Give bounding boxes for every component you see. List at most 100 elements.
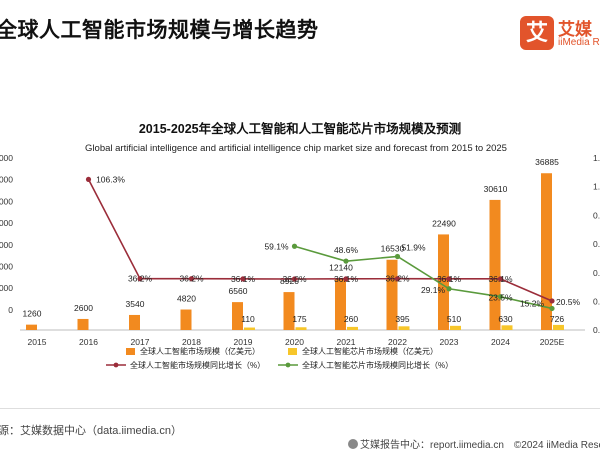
page-title: 全球人工智能市场规模与增长趋势 <box>0 19 319 42</box>
chip-market-bar-label: 175 <box>292 314 306 324</box>
chip-growth-label: 23.5% <box>488 293 513 303</box>
ai-growth-point <box>137 276 143 282</box>
ai-market-bar-label: 16530 <box>381 244 405 254</box>
x-tick-label: 2022 <box>388 337 407 347</box>
market-chart: 2015-2025年全球人工智能和人工智能芯片市场规模及预测 Global ar… <box>0 121 600 370</box>
footer: 源：艾媒数据中心（data.iimedia.cn） 艾媒报告中心：report.… <box>0 408 600 451</box>
chip-market-bar <box>398 326 410 330</box>
y-left-tick-label: 0 <box>8 305 13 315</box>
ai-market-bar-label: 8920 <box>280 276 299 286</box>
ai-market-bar-label: 1260 <box>23 309 42 319</box>
ai-growth-label: 36.2% <box>179 274 204 284</box>
chip-market-bar-label: 510 <box>447 314 461 324</box>
ai-market-bar-label: 22490 <box>432 218 456 228</box>
chip-market-bar-label: 395 <box>395 314 409 324</box>
ai-market-bar <box>335 278 346 330</box>
ai-market-bar-label: 36885 <box>535 157 559 167</box>
y-right-tick-label: 0. <box>593 239 600 249</box>
logo-mark: 艾 <box>520 16 554 50</box>
ai-growth-label: 36.1% <box>437 274 462 284</box>
y-right-tick-label: 1. <box>593 153 600 163</box>
chip-market-bar <box>553 324 564 330</box>
ai-growth-point <box>240 276 246 282</box>
y-left-tick-label: 000 <box>0 218 13 228</box>
chip-growth-point <box>343 258 349 264</box>
chip-market-bar-label: 630 <box>498 314 512 324</box>
chip-market-bar <box>501 325 513 330</box>
ai-market-bar-label: 30610 <box>484 184 508 194</box>
ai-growth-label: 36.2% <box>385 274 410 284</box>
chip-growth-line <box>294 245 553 310</box>
logo-text-cn: 艾媒 <box>558 20 592 39</box>
ai-market-bar <box>283 292 295 330</box>
x-tick-label: 2017 <box>131 337 150 347</box>
ai-growth-label: 36.2% <box>128 274 153 284</box>
legend-swatch-dot <box>285 362 291 368</box>
ai-growth-point <box>549 298 555 304</box>
x-tick-label: 2015 <box>28 337 47 347</box>
chip-market-bar-label: 260 <box>344 314 358 324</box>
chip-market-bar <box>347 326 358 330</box>
y-left-tick-label: 000 <box>0 262 13 272</box>
legend-swatch-dot <box>113 362 119 368</box>
ai-growth-point <box>446 276 452 282</box>
chip-growth-label: 29.1% <box>421 285 446 295</box>
x-tick-label: 2025E <box>540 337 565 347</box>
chip-market-bar-label: 110 <box>241 314 255 324</box>
chart-legend: 全球人工智能市场规模（亿美元） 全球人工智能芯片市场规模（亿美元） 全球人工智能市场… <box>106 346 453 370</box>
legend-swatch <box>288 348 297 355</box>
chart-subtitle: Global artificial intelligence and artif… <box>85 143 507 154</box>
ai-market-bar <box>541 173 552 330</box>
ai-market-bar-label: 4820 <box>177 294 196 304</box>
ai-growth-label: 20.5% <box>556 297 581 307</box>
y-right-tick-label: 0. <box>593 325 600 335</box>
report-center-link[interactable]: 艾媒报告中心：report.iimedia.cn <box>360 440 504 451</box>
chip-growth-label: 51.9% <box>401 242 426 252</box>
y-right-tick-label: 0. <box>593 297 600 307</box>
y-left-tick-label: 000 <box>0 175 13 185</box>
x-tick-label: 2019 <box>234 337 253 347</box>
x-tick-label: 2018 <box>182 337 201 347</box>
ai-growth-label: 36.1% <box>334 274 359 284</box>
ai-growth-label: 36.0% <box>282 274 307 284</box>
footer-right: 艾媒报告中心：report.iimedia.cn ©2024 iiMedia Re… <box>348 436 600 451</box>
chip-growth-label: 59.1% <box>264 241 289 251</box>
chip-growth-point <box>394 253 401 260</box>
ai-market-bar-label: 12140 <box>329 262 353 272</box>
source-note: 源：艾媒数据中心（data.iimedia.cn） <box>0 425 182 437</box>
ai-growth-point <box>85 176 92 183</box>
ai-market-bar <box>77 318 89 330</box>
legend-entry: 全球人工智能市场规模（亿美元） <box>140 346 260 356</box>
chip-growth-point <box>497 294 504 300</box>
ai-growth-line <box>87 179 553 302</box>
legend-swatch <box>126 348 135 355</box>
brand-logo: 艾 艾媒 iiMedia R <box>520 14 600 54</box>
x-tick-label: 2021 <box>337 337 356 347</box>
ai-growth-label: 36.1% <box>488 274 513 284</box>
chart-title: 2015-2025年全球人工智能和人工智能芯片市场规模及预测 <box>139 121 461 136</box>
ai-market-bar <box>26 324 37 330</box>
ai-growth-point <box>343 276 349 282</box>
y-left-tick-label: 000 <box>0 153 13 163</box>
chip-growth-label: 48.6% <box>334 245 359 255</box>
ai-market-bar-label: 2600 <box>74 303 93 313</box>
x-tick-label: 2016 <box>79 337 98 347</box>
x-tick-label: 2020 <box>285 337 304 347</box>
ai-growth-label: 106.3% <box>96 174 125 184</box>
x-tick-label: 2023 <box>440 337 459 347</box>
ai-market-bar-label: 3540 <box>126 299 145 309</box>
chip-growth-point <box>446 286 452 292</box>
chip-market-bar-label: 726 <box>550 314 564 324</box>
chip-growth-point <box>291 243 298 249</box>
report-center-icon <box>348 439 358 449</box>
chip-market-bar <box>244 327 255 330</box>
chip-growth-point <box>549 305 555 312</box>
plot-area: 00000000000000000000001.1.0.0.0.0.0.2015… <box>0 153 600 347</box>
ai-market-bar <box>489 199 501 330</box>
ai-growth-point <box>394 276 401 282</box>
y-right-tick-label: 1. <box>593 182 600 192</box>
legend-entry: 全球人工智能芯片市场规模（亿美元） <box>302 346 438 356</box>
logo-text-en: iiMedia R <box>558 37 600 48</box>
x-tick-label: 2024 <box>491 337 510 347</box>
chip-market-bar <box>295 327 307 330</box>
